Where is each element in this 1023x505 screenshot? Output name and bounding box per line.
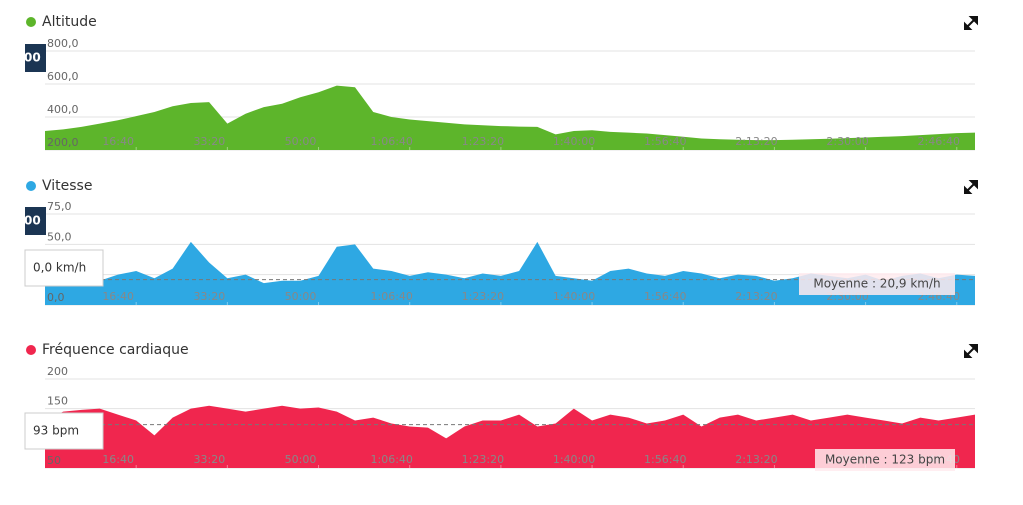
average-label-text: Moyenne : 123 bpm (825, 453, 945, 467)
x-tick-label: 1:40:00 (553, 453, 595, 466)
cursor-label-text: 00 (24, 214, 41, 228)
chart-title: Vitesse (42, 178, 92, 194)
area (45, 405, 975, 468)
x-tick-label: 1:40:00 (553, 290, 595, 303)
x-tick-label: 2:46:40 (918, 135, 960, 148)
tooltip: 93 bpm (24, 412, 104, 450)
cursor-label: 00 (24, 207, 46, 235)
area (45, 241, 975, 305)
x-tick-label: 50:00 (285, 453, 317, 466)
x-tick-label: 33:20 (194, 135, 226, 148)
expand-icon[interactable] (964, 180, 978, 194)
x-tick-label: 2:13:20 (735, 453, 777, 466)
x-tick-label: 1:56:40 (644, 453, 686, 466)
tooltip-box (24, 412, 104, 450)
legend-dot (26, 181, 36, 191)
y-tick-label: 800,0 (47, 37, 79, 50)
average-label-bg (815, 449, 955, 471)
y-tick-label: 200,0 (47, 136, 79, 149)
x-tick-label: 33:20 (194, 290, 226, 303)
expand-icons (964, 16, 978, 358)
tooltip-text: 93 bpm (33, 424, 79, 438)
average-label: Moyenne : 20,9 km/h (799, 273, 955, 295)
legend-dot (26, 17, 36, 27)
x-tick-label: 16:40 (102, 290, 134, 303)
x-tick-label: 2:13:20 (735, 135, 777, 148)
y-tick-label: 50,0 (47, 230, 72, 243)
average-label-text: Moyenne : 20,9 km/h (813, 277, 940, 291)
tooltip: 0,0 km/h (24, 249, 104, 287)
cursor-label-text: 00 (24, 51, 41, 65)
x-tick-label: 33:20 (194, 453, 226, 466)
x-tick-label: 1:56:40 (644, 290, 686, 303)
x-tick-label: 1:23:20 (462, 290, 504, 303)
chart-title: Altitude (42, 14, 97, 30)
x-tick-label: 1:06:40 (371, 290, 413, 303)
x-tick-label: 1:40:00 (553, 135, 595, 148)
cursor-label: 00 (24, 44, 46, 72)
x-tick-label: 1:23:20 (462, 453, 504, 466)
legend-dot (26, 345, 36, 355)
x-tick-label: 1:56:40 (644, 135, 686, 148)
average-label: Moyenne : 123 bpm (815, 449, 955, 471)
y-tick-label: 200 (47, 365, 68, 378)
x-tick-label: 2:30:00 (826, 135, 868, 148)
cursor-label-box (25, 207, 46, 235)
x-tick-label: 50:00 (285, 135, 317, 148)
x-tick-label: 1:23:20 (462, 135, 504, 148)
tooltip-box (24, 249, 104, 287)
y-tick-label: 0,0 (47, 291, 65, 304)
y-tick-label: 400,0 (47, 103, 79, 116)
tooltip-text: 0,0 km/h (33, 261, 86, 275)
x-tick-label: 1:06:40 (371, 135, 413, 148)
x-tick-label: 2:13:20 (735, 290, 777, 303)
chart-title: Fréquence cardiaque (42, 342, 189, 358)
expand-icon[interactable] (964, 344, 978, 358)
y-tick-label: 50 (47, 454, 61, 467)
y-tick-label: 600,0 (47, 70, 79, 83)
x-tick-label: 16:40 (102, 135, 134, 148)
x-tick-label: 50:00 (285, 290, 317, 303)
average-label-bg (799, 273, 955, 295)
expand-icon[interactable] (964, 16, 978, 30)
cursor-label-box (25, 44, 46, 72)
y-tick-label: 75,0 (47, 200, 72, 213)
area (45, 85, 975, 150)
x-tick-label: 1:06:40 (371, 453, 413, 466)
x-tick-label: 16:40 (102, 453, 134, 466)
y-tick-label: 150 (47, 395, 68, 408)
